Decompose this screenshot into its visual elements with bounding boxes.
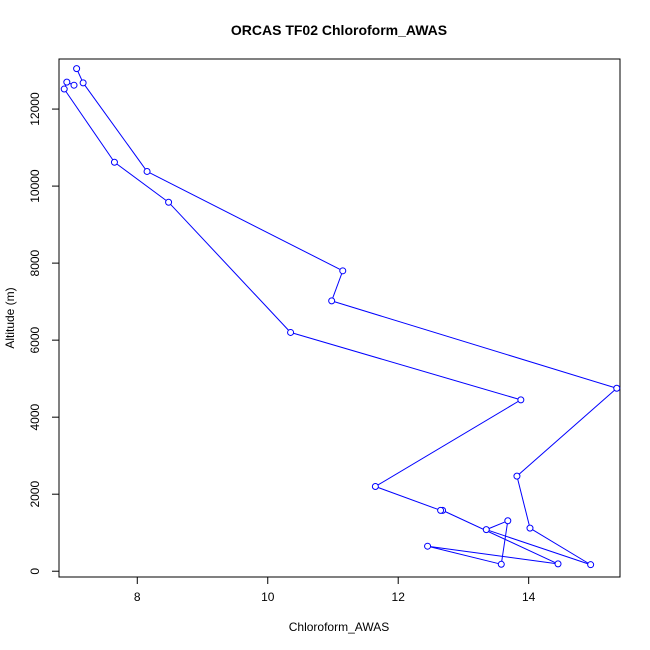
data-point [482,526,490,534]
data-point [424,542,432,550]
series-line-segment [77,71,83,81]
data-point [497,560,505,568]
x-axis: 8 10 12 14 [134,577,536,604]
series-line-segment [518,389,615,475]
series-line-segment [430,546,556,564]
data-point [60,85,68,93]
x-axis-label: Chloroform_AWAS [289,620,389,634]
data-point [165,198,173,206]
data-point [73,65,81,73]
y-tick-label: 6000 [28,326,42,353]
data-point [554,560,562,568]
data-point [587,561,595,569]
data-point [70,81,78,89]
data-point [504,517,512,525]
data-point [339,267,347,275]
series-line-segment [116,163,167,201]
series-line-segment [334,301,615,388]
y-axis: 0 2000 4000 6000 8000 10000 12000 [28,92,59,575]
data-point [437,506,445,514]
y-axis-label: Altitude (m) [3,287,17,348]
series-line-segment [532,529,589,564]
data-point [143,167,151,175]
y-tick-label: 12000 [28,92,42,126]
y-tick-label: 0 [28,568,42,575]
series-layer [60,65,621,569]
series-line-segment [149,172,341,270]
data-point [526,524,534,532]
series-line-segment [65,91,114,161]
series-line-segment [488,521,506,529]
data-point [613,384,621,392]
series-line-segment [501,523,508,562]
data-point [517,396,525,404]
series-line-segment [170,204,289,331]
series-line-segment [293,332,519,400]
y-tick-label: 2000 [28,481,42,508]
data-point [110,158,118,166]
x-tick-label: 8 [134,590,141,604]
series-line-segment [84,85,146,170]
x-tick-label: 14 [522,590,536,604]
series-line-segment [445,511,556,564]
y-tick-label: 8000 [28,249,42,276]
series-line-segment [517,478,530,526]
plot-frame [58,58,621,578]
series-line-segment [430,546,499,565]
data-point [513,472,521,480]
y-tick-label: 10000 [28,169,42,203]
series-line-segment [378,487,438,510]
data-point [371,482,379,490]
x-tick-label: 12 [392,590,406,604]
series-line-segment [332,273,343,299]
data-point [328,297,336,305]
data-point [287,328,295,336]
y-tick-label: 4000 [28,404,42,431]
x-tick-label: 10 [261,590,275,604]
series-line-segment [377,400,519,486]
data-point [79,79,87,87]
chart-title: ORCAS TF02 Chloroform_AWAS [231,22,447,38]
data-point [63,78,71,86]
